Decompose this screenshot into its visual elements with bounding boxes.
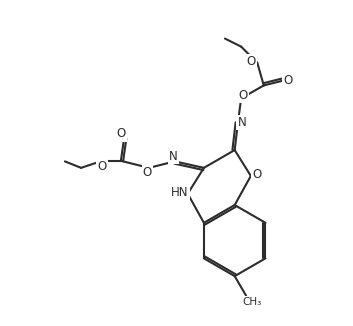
Text: N: N xyxy=(169,150,178,163)
Text: CH₃: CH₃ xyxy=(243,297,262,307)
Text: O: O xyxy=(117,127,126,141)
Text: HN: HN xyxy=(171,185,189,199)
Text: O: O xyxy=(238,89,247,102)
Text: O: O xyxy=(143,166,152,179)
Text: O: O xyxy=(246,55,256,68)
Text: O: O xyxy=(252,168,261,181)
Text: O: O xyxy=(97,160,107,173)
Text: N: N xyxy=(238,116,246,129)
Text: O: O xyxy=(283,74,293,87)
